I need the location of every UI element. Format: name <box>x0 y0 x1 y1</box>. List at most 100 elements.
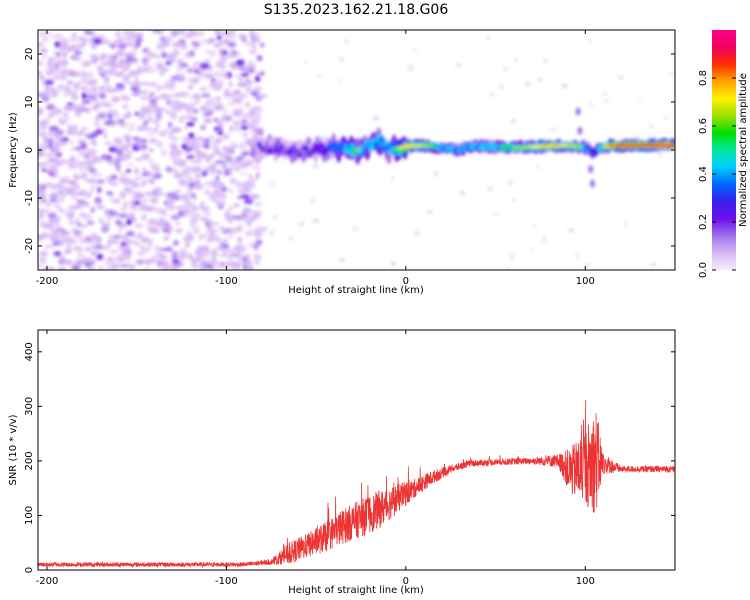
colorbar-tick-label: 0.4 <box>698 166 709 182</box>
noise-blob <box>111 143 121 149</box>
noise-blob <box>193 100 200 105</box>
noise-blob <box>223 238 229 245</box>
noise-blob <box>149 159 154 164</box>
noise-blob <box>126 218 132 226</box>
noise-blob <box>390 177 395 181</box>
noise-blob <box>77 36 86 41</box>
noise-blob <box>164 36 170 42</box>
noise-blob <box>114 157 121 164</box>
snr-y-tick-label: 200 <box>24 451 35 470</box>
noise-blob <box>107 242 112 247</box>
noise-blob <box>337 79 341 82</box>
noise-blob <box>152 118 160 125</box>
noise-blob <box>106 214 113 222</box>
noise-blob <box>251 119 261 125</box>
noise-blob <box>240 81 247 88</box>
noise-blob <box>240 183 249 189</box>
noise-blob <box>107 177 114 184</box>
noise-blob <box>51 156 60 164</box>
noise-blob <box>238 78 243 83</box>
noise-blob <box>88 167 95 171</box>
noise-blob <box>216 120 225 128</box>
noise-blob <box>121 95 130 102</box>
noise-blob <box>90 232 98 240</box>
noise-blob <box>139 138 148 143</box>
noise-blob <box>235 59 245 67</box>
noise-blob <box>104 141 112 146</box>
noise-blob <box>81 80 90 86</box>
noise-blob <box>177 41 187 47</box>
noise-blob <box>38 143 42 147</box>
noise-blob <box>568 228 575 233</box>
noise-blob <box>167 121 173 128</box>
noise-blob <box>142 197 149 204</box>
noise-blob <box>132 136 141 141</box>
noise-blob <box>198 266 207 270</box>
noise-blob <box>123 37 131 41</box>
noise-blob <box>143 63 153 71</box>
snr-x-tick-label: -100 <box>215 576 238 587</box>
noise-blob <box>247 60 254 66</box>
noise-blob <box>48 138 54 144</box>
noise-blob <box>561 83 569 89</box>
spectrogram-y-tick-label: 20 <box>24 48 35 61</box>
noise-blob <box>115 199 120 204</box>
noise-blob <box>109 248 119 255</box>
noise-blob <box>151 30 161 34</box>
noise-blob <box>126 163 135 166</box>
snr-panel: -200 -100 0 100 0 100 200 300 400 Height of str… <box>8 329 676 596</box>
noise-blob <box>96 253 104 260</box>
noise-blob <box>229 48 236 54</box>
noise-blob <box>87 245 96 250</box>
noise-blob <box>115 119 120 124</box>
noise-blob <box>225 114 231 118</box>
noise-blob <box>227 30 237 34</box>
noise-blob <box>161 224 167 231</box>
noise-blob <box>144 259 153 266</box>
noise-blob <box>90 206 96 213</box>
noise-blob <box>69 38 79 43</box>
noise-blob <box>148 148 155 152</box>
spectrogram-plot-area <box>38 30 675 270</box>
noise-blob <box>181 169 189 174</box>
noise-blob <box>119 207 125 211</box>
noise-blob <box>215 265 226 269</box>
noise-blob <box>135 190 141 195</box>
noise-blob <box>211 170 216 174</box>
noise-blob <box>194 173 203 178</box>
noise-blob <box>240 72 250 77</box>
noise-blob <box>228 233 234 239</box>
noise-blob <box>145 50 152 56</box>
noise-blob <box>142 179 147 185</box>
noise-blob <box>46 203 52 207</box>
colorbar-label: Normalized spectral amplitude <box>738 73 749 227</box>
noise-blob <box>316 74 322 78</box>
noise-blob <box>414 231 420 237</box>
noise-blob <box>121 104 129 109</box>
noise-blob <box>241 113 250 118</box>
noise-blob <box>132 182 141 189</box>
noise-blob <box>136 142 143 148</box>
noise-blob <box>103 221 110 226</box>
noise-blob <box>114 71 125 77</box>
snr-x-label: Height of straight line (km) <box>288 585 424 596</box>
track-band <box>392 140 397 148</box>
noise-blob <box>83 30 93 35</box>
noise-blob <box>195 95 201 101</box>
noise-blob <box>252 210 262 217</box>
noise-blob <box>112 96 121 103</box>
noise-blob <box>199 201 205 206</box>
noise-blob <box>135 32 143 37</box>
noise-blob <box>235 73 241 78</box>
track-core <box>672 143 675 147</box>
noise-blob <box>73 205 83 209</box>
noise-blob <box>205 155 212 163</box>
noise-blob <box>154 245 161 251</box>
noise-blob <box>54 129 65 135</box>
noise-blob <box>213 84 222 91</box>
noise-blob <box>253 260 260 265</box>
noise-blob <box>118 171 129 177</box>
noise-blob <box>256 55 263 62</box>
noise-blob <box>248 215 258 222</box>
